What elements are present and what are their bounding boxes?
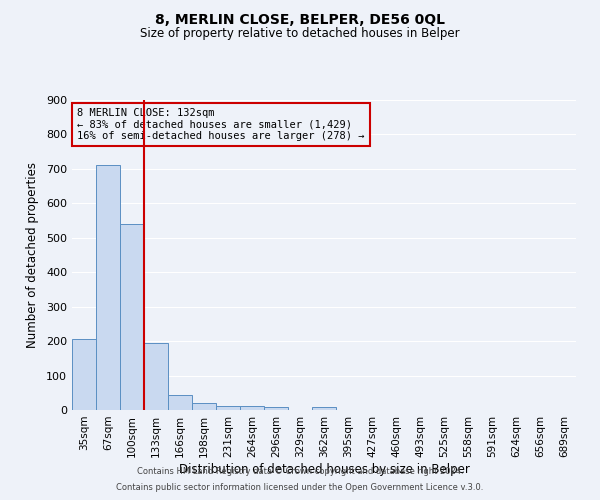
Text: Contains HM Land Registry data © Crown copyright and database right 2024.: Contains HM Land Registry data © Crown c…	[137, 467, 463, 476]
Bar	[168, 394, 192, 410]
X-axis label: Distribution of detached houses by size in Belper: Distribution of detached houses by size …	[179, 462, 469, 475]
Bar	[240, 406, 264, 410]
Text: 8 MERLIN CLOSE: 132sqm
← 83% of detached houses are smaller (1,429)
16% of semi-: 8 MERLIN CLOSE: 132sqm ← 83% of detached…	[77, 108, 365, 141]
Bar	[120, 224, 144, 410]
Text: 8, MERLIN CLOSE, BELPER, DE56 0QL: 8, MERLIN CLOSE, BELPER, DE56 0QL	[155, 12, 445, 26]
Bar	[144, 343, 168, 410]
Y-axis label: Number of detached properties: Number of detached properties	[26, 162, 39, 348]
Bar	[96, 166, 120, 410]
Bar	[72, 340, 96, 410]
Bar	[312, 407, 336, 410]
Bar	[216, 406, 240, 410]
Text: Contains public sector information licensed under the Open Government Licence v.: Contains public sector information licen…	[116, 484, 484, 492]
Bar	[264, 407, 288, 410]
Bar	[192, 403, 216, 410]
Text: Size of property relative to detached houses in Belper: Size of property relative to detached ho…	[140, 28, 460, 40]
